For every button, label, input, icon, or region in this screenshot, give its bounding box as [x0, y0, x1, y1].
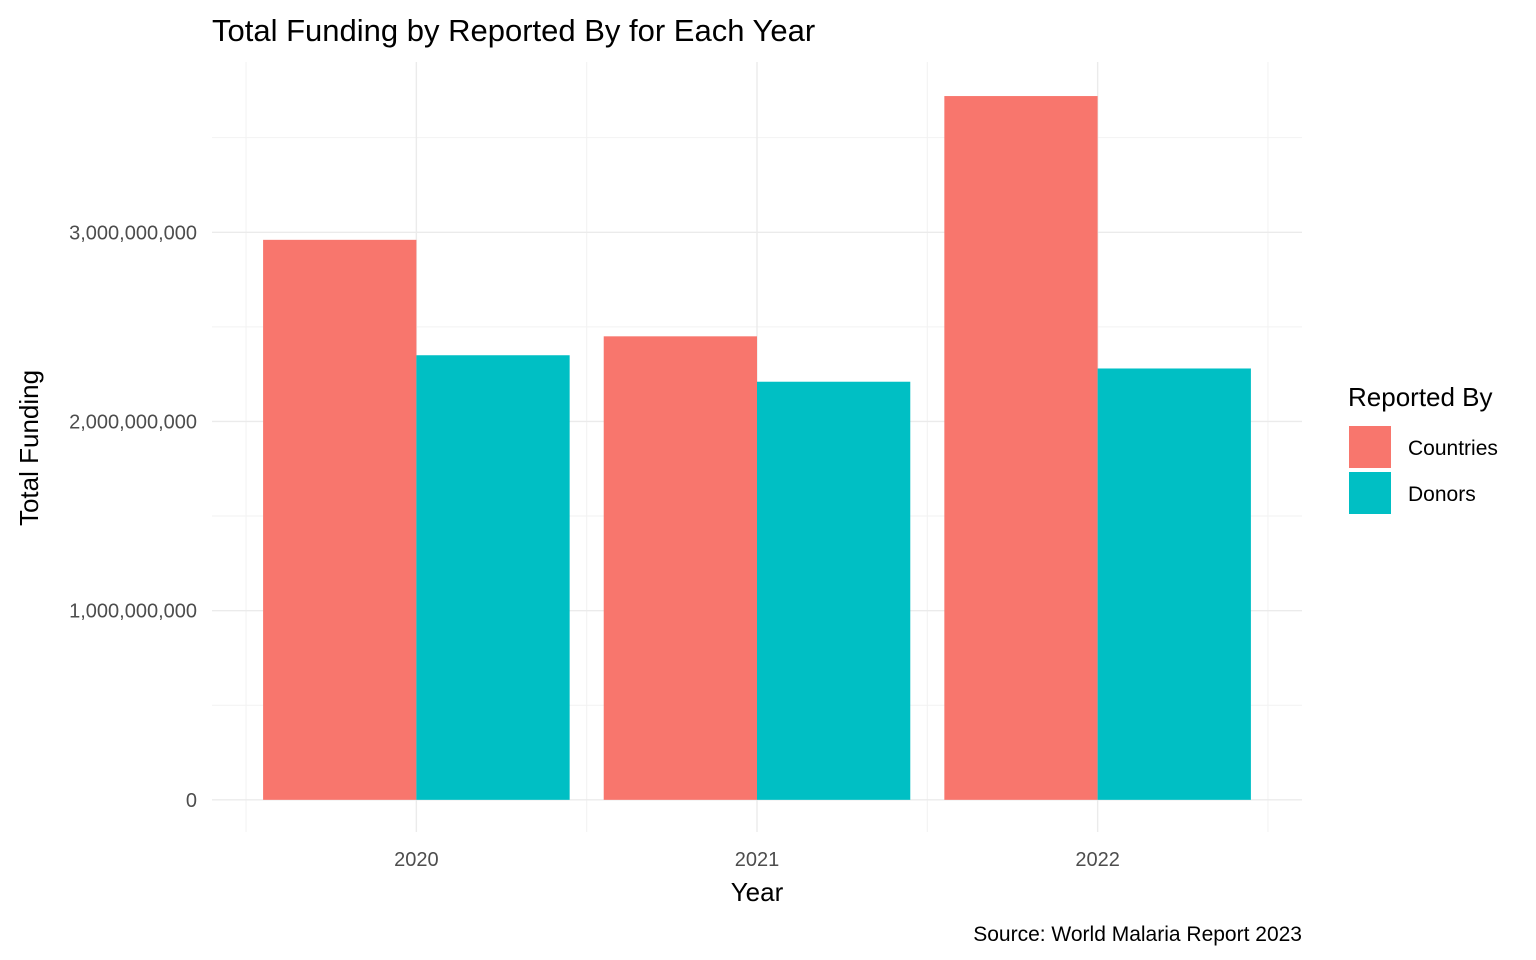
y-tick-label: 3,000,000,000 [69, 222, 197, 244]
bars [263, 96, 1251, 800]
legend-items: Countries Donors [1349, 426, 1498, 514]
caption: Source: World Malaria Report 2023 [973, 923, 1302, 946]
y-axis-title: Total Funding [14, 370, 44, 526]
bar-donors-2022 [1097, 368, 1251, 800]
chart-title: Total Funding by Reported By for Each Ye… [212, 13, 815, 48]
legend-swatch-donors [1349, 472, 1391, 514]
bar-countries-2020 [263, 239, 417, 800]
legend-label-countries: Countries [1408, 437, 1498, 460]
bar-donors-2020 [416, 355, 570, 800]
x-tick-label: 2020 [394, 849, 439, 871]
bar-donors-2021 [757, 381, 911, 800]
legend-swatch-countries [1349, 426, 1391, 468]
y-tick-label: 0 [186, 790, 197, 812]
bar-countries-2022 [944, 96, 1098, 800]
x-axis-title: Year [731, 877, 784, 907]
legend: Reported By Countries Donors [1348, 382, 1498, 514]
legend-title: Reported By [1348, 382, 1493, 412]
legend-label-donors: Donors [1408, 483, 1476, 506]
x-axis-ticks: 2020 2021 2022 [394, 849, 1120, 871]
y-tick-label: 2,000,000,000 [69, 411, 197, 433]
x-tick-label: 2022 [1075, 849, 1120, 871]
bar-countries-2021 [603, 336, 757, 800]
y-axis-ticks: 0 1,000,000,000 2,000,000,000 3,000,000,000 [69, 222, 197, 812]
y-tick-label: 1,000,000,000 [69, 601, 197, 623]
x-tick-label: 2021 [735, 849, 780, 871]
